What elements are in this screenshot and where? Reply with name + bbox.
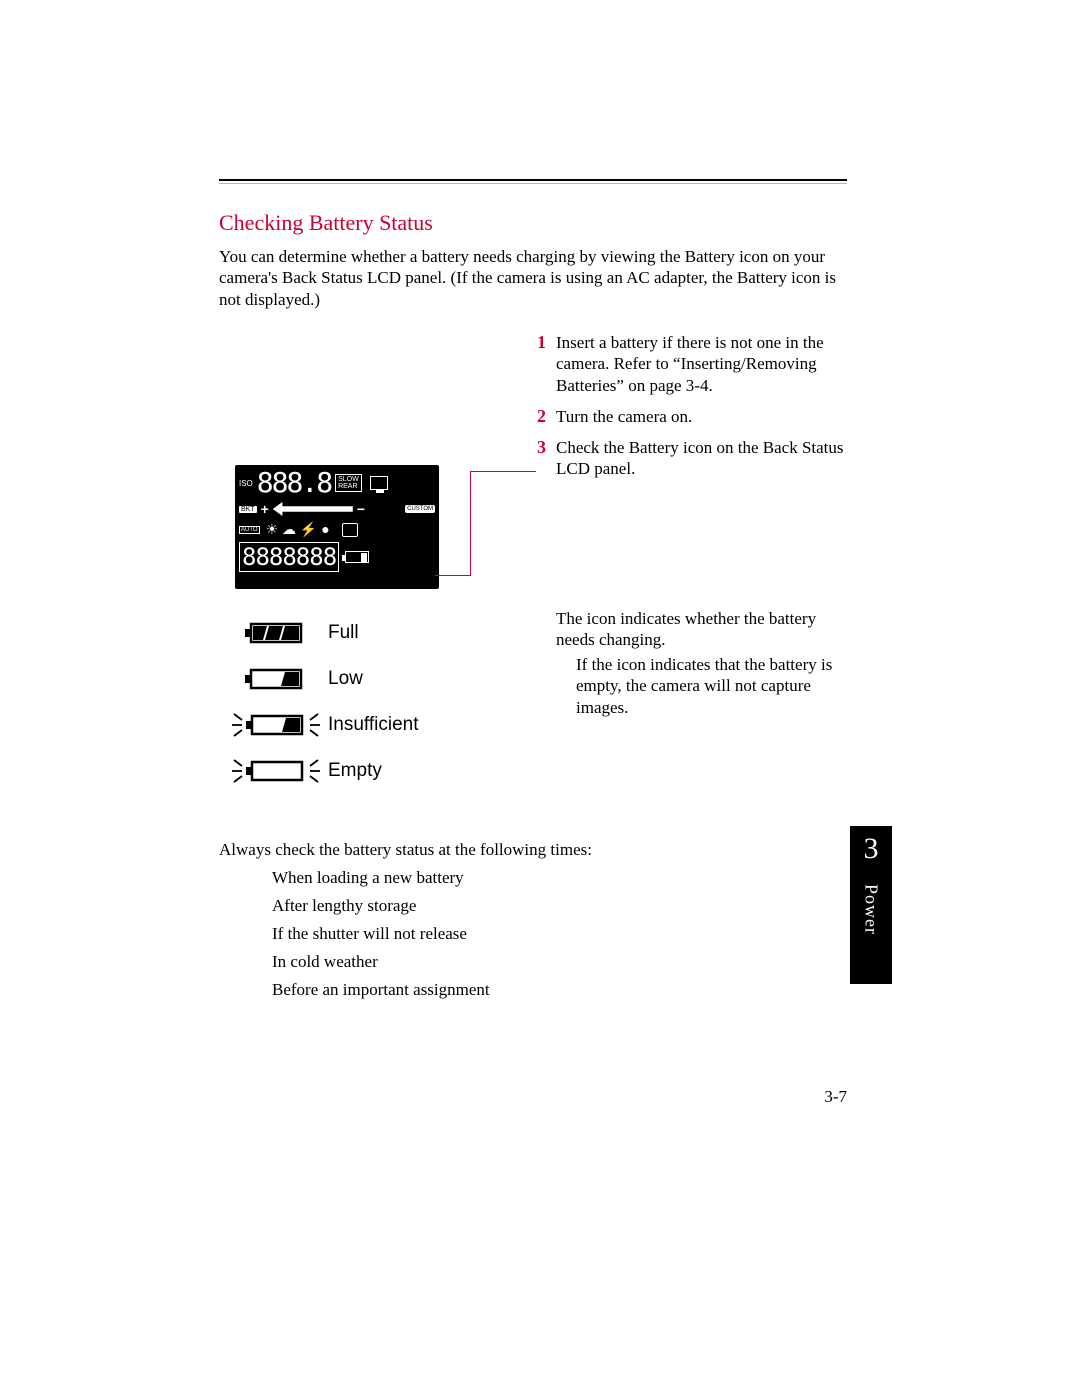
step-1: 1 Insert a battery if there is not one i…	[530, 332, 847, 396]
legend-label: Full	[322, 622, 359, 644]
lcd-card-icon	[342, 523, 358, 537]
lcd-bkt-label: BKT	[239, 506, 257, 513]
callout-line	[435, 575, 470, 576]
icon-meaning-note: The icon indicates whether the battery n…	[556, 608, 847, 651]
callout-line	[470, 471, 471, 576]
list-item: If the shutter will not release	[272, 924, 490, 944]
top-rule-yellow	[219, 183, 847, 184]
chapter-label: Power	[861, 884, 882, 935]
lcd-battery-icon	[345, 551, 369, 563]
page-number: 3-7	[824, 1087, 847, 1107]
intro-paragraph: You can determine whether a battery need…	[219, 246, 847, 310]
list-item: When loading a new battery	[272, 868, 490, 888]
lcd-slow-rear-label: SLOWREAR	[335, 474, 362, 492]
lcd-iso-label: ISO	[239, 479, 253, 488]
step-text: Turn the camera on.	[556, 406, 847, 427]
step-3: 3 Check the Battery icon on the Back Sta…	[530, 437, 847, 480]
battery-legend: Full Low	[230, 610, 418, 794]
chapter-side-tab: 3 Power	[850, 826, 892, 984]
step-text: Check the Battery icon on the Back Statu…	[556, 437, 847, 480]
always-check-intro: Always check the battery status at the f…	[219, 840, 592, 860]
lcd-minus-icon: −	[357, 501, 365, 517]
battery-insufficient-icon	[230, 708, 322, 742]
step-number: 3	[530, 437, 556, 480]
battery-empty-icon	[230, 754, 322, 788]
top-rule-black	[219, 179, 847, 181]
legend-row-empty: Empty	[230, 748, 418, 794]
legend-label: Empty	[322, 760, 382, 782]
legend-row-insufficient: Insufficient	[230, 702, 418, 748]
steps-list: 1 Insert a battery if there is not one i…	[530, 332, 847, 490]
section-heading: Checking Battery Status	[219, 210, 433, 236]
lcd-auto-label: AUTO	[239, 526, 260, 534]
chapter-number: 3	[850, 826, 892, 866]
lcd-wb-icons: ☀ ☁ ⚡ ●	[266, 521, 330, 538]
legend-row-low: Low	[230, 656, 418, 702]
lcd-custom-label: CUSTOM	[405, 505, 435, 513]
step-number: 2	[530, 406, 556, 427]
lcd-bottom-segments: 8888888	[239, 542, 339, 572]
battery-low-icon	[230, 664, 322, 694]
list-item: In cold weather	[272, 952, 490, 972]
list-item: Before an important assignment	[272, 980, 490, 1000]
step-number: 1	[530, 332, 556, 396]
callout-line	[470, 471, 536, 472]
step-2: 2 Turn the camera on.	[530, 406, 847, 427]
list-item: After lengthy storage	[272, 896, 490, 916]
empty-battery-note: If the icon indicates that the battery i…	[576, 654, 847, 718]
battery-full-icon	[230, 618, 322, 648]
lcd-plus-icon: +	[261, 501, 269, 517]
legend-label: Low	[322, 668, 363, 690]
step-text: Insert a battery if there is not one in …	[556, 332, 847, 396]
lcd-monitor-icon	[370, 476, 388, 490]
always-check-list: When loading a new battery After lengthy…	[272, 868, 490, 1008]
lcd-top-segments: 888.8	[257, 469, 331, 497]
back-status-lcd-illustration: ISO 888.8 SLOWREAR BKT + − CUSTOM AUTO ☀…	[235, 465, 439, 589]
legend-row-full: Full	[230, 610, 418, 656]
legend-label: Insufficient	[322, 714, 418, 736]
lcd-exposure-arrow-icon	[273, 502, 353, 516]
